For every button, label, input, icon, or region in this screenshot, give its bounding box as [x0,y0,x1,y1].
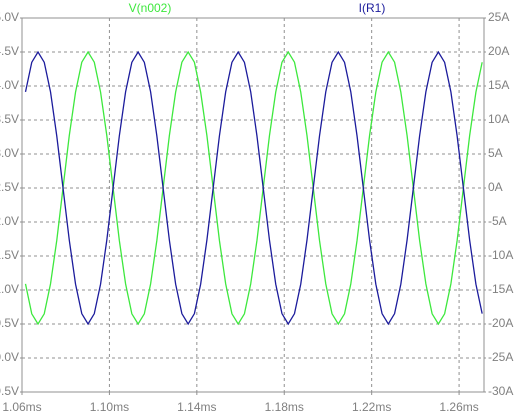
y-tick-label: 3.5V [0,112,19,126]
y2-tick-label: -30A [488,384,513,398]
x-tick-label: 1.18ms [265,400,304,414]
y2-tick-label: 5A [488,146,503,160]
y2-tick-label: 20A [488,44,509,58]
legend-label: V(n002) [129,1,172,15]
y2-tick-label: -10A [488,248,513,262]
x-tick-label: 1.26ms [439,400,478,414]
series-line [24,50,483,326]
y2-tick-label: -20A [488,316,513,330]
y-tick-label: 0.5V [0,316,19,330]
y2-tick-label: 15A [488,78,509,92]
y2-tick-label: 25A [488,10,509,24]
x-tick-label: 1.14ms [177,400,216,414]
x-tick-label: 1.10ms [90,400,129,414]
y-tick-label: -0.5V [0,384,19,398]
y-tick-label: 1.0V [0,282,19,296]
legend-label: I(R1) [359,1,386,15]
y-tick-label: 0.0V [0,350,19,364]
y2-tick-label: -5A [488,214,507,228]
x-tick-label: 1.06ms [2,400,41,414]
y-tick-label: 4.5V [0,44,19,58]
y2-tick-label: -25A [488,350,513,364]
y-tick-label: 4.0V [0,78,19,92]
series-line [24,50,483,326]
x-tick-label: 1.22ms [352,400,391,414]
y-tick-label: 2.0V [0,214,19,228]
y-tick-label: 2.5V [0,180,19,194]
plot [24,50,483,326]
y-tick-label: 1.5V [0,248,19,262]
y2-tick-label: 10A [488,112,509,126]
y2-tick-label: 0A [488,180,503,194]
y-tick-label: 5.0V [0,10,19,24]
plot-frame [21,17,485,393]
y2-tick-label: -15A [488,282,513,296]
grid [21,17,484,393]
y-tick-label: 3.0V [0,146,19,160]
